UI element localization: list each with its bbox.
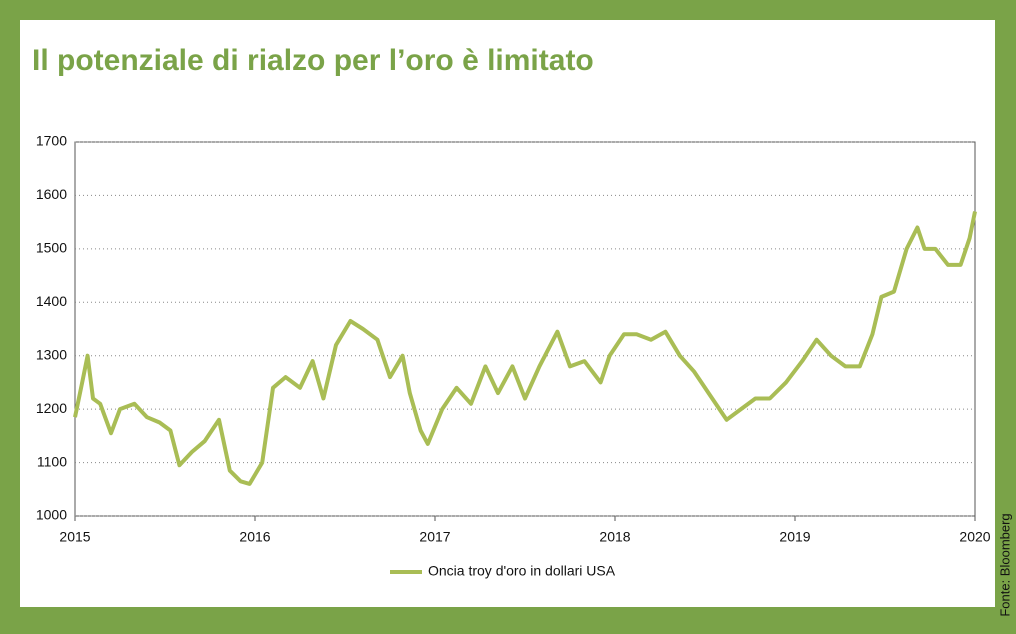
x-tick-label: 2019 [779,529,810,545]
y-tick-label: 1100 [37,453,67,469]
y-tick-label: 1000 [36,507,67,523]
legend-label: Oncia troy d'oro in dollari USA [428,563,616,579]
line [73,211,977,486]
x-tick-label: 2020 [959,529,990,545]
panel [20,20,995,607]
source: Fonte: Bloomberg [997,513,1012,616]
x-tick-label: 2016 [239,529,270,545]
x-tick-label: 2018 [599,529,630,545]
x-tick-label: 2015 [59,529,90,545]
y-tick-label: 1600 [36,186,67,202]
y-tick-label: 1200 [36,400,67,416]
y-tick-label: 1700 [36,133,67,149]
y-tick-label: 1300 [36,346,67,362]
x-tick-label: 2017 [419,529,450,545]
y-tick-label: 1400 [36,293,67,309]
chart-title: Il potenziale di rialzo per l’oro è limi… [32,44,594,77]
plot-frame [74,141,976,517]
y-tick-label: 1500 [36,240,67,256]
